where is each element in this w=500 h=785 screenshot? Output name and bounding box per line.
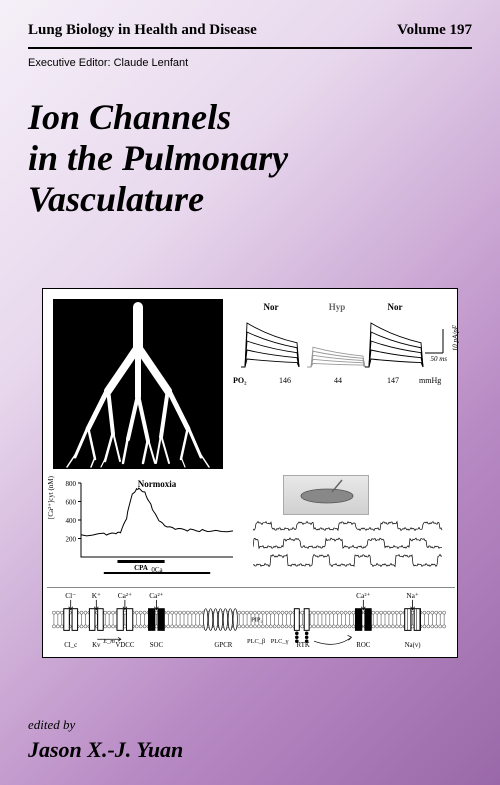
volume-number: Volume 197 <box>397 22 472 39</box>
po2-val-1: 44 <box>309 376 367 385</box>
svg-text:RTK: RTK <box>297 642 310 649</box>
composite-figure: NorHypNor PO₂ 146 44 147 mmHg 10 pA/pF 5… <box>42 288 458 658</box>
executive-editor-line: Executive Editor: Claude Lenfant <box>0 49 500 69</box>
editor-block: edited by Jason X.-J. Yuan <box>28 717 183 763</box>
svg-text:Normoxia: Normoxia <box>138 479 177 489</box>
vasculature-panel <box>53 299 223 469</box>
current-traces-panel: NorHypNor PO₂ 146 44 147 mmHg 10 pA/pF 5… <box>233 299 449 395</box>
po2-val-0: 146 <box>261 376 309 385</box>
svg-text:SOC: SOC <box>150 642 164 649</box>
series-name: Lung Biology in Health and Disease <box>28 22 257 39</box>
svg-text:Cl⁻: Cl⁻ <box>65 591 76 600</box>
po2-row: PO₂ 146 44 147 mmHg <box>233 376 449 385</box>
svg-text:Ca²⁺: Ca²⁺ <box>356 591 370 600</box>
svg-text:Na⁺: Na⁺ <box>406 591 419 600</box>
exec-editor-label: Executive Editor: <box>28 57 111 69</box>
patch-clamp-traces <box>253 519 443 575</box>
svg-text:PIP₂: PIP₂ <box>251 617 262 624</box>
membrane-schematic: Cl⁻ Cl_c K⁺ Kv Ca²⁺ VDCC Ca²⁺ SOC GPCR RTK Ca²⁺ ROC… <box>47 587 455 655</box>
edited-by-label: edited by <box>28 717 183 733</box>
svg-text:ROC: ROC <box>356 642 371 649</box>
calcium-plot: [Ca²⁺]cyt (nM) 200400600800NormoxiaCPA0C… <box>53 475 239 575</box>
cell-micrograph <box>283 475 369 515</box>
trace-label: Nor <box>239 302 303 312</box>
svg-text:800: 800 <box>66 480 77 488</box>
editor-name: Jason X.-J. Yuan <box>28 737 183 763</box>
trace-cell <box>239 317 303 373</box>
po2-val-2: 147 <box>367 376 419 385</box>
book-title: Ion Channels in the Pulmonary Vasculatur… <box>0 69 500 221</box>
svg-text:200: 200 <box>66 536 77 544</box>
po2-unit: mmHg <box>419 376 441 385</box>
svg-text:400: 400 <box>66 517 77 525</box>
svg-text:0Ca: 0Ca <box>151 566 163 574</box>
title-line-2: in the Pulmonary <box>28 138 472 179</box>
membrane-diagram-icon: Cl⁻ Cl_c K⁺ Kv Ca²⁺ VDCC Ca²⁺ SOC GPCR RTK Ca²⁺ ROC… <box>47 588 455 655</box>
svg-text:Kv: Kv <box>92 642 101 649</box>
scale-y-label: 10 pA/pF <box>451 325 459 351</box>
scale-x-label: 50 ms <box>430 355 447 363</box>
svg-text:K⁺: K⁺ <box>92 591 101 600</box>
svg-text:PLC_γ: PLC_γ <box>271 638 289 645</box>
svg-text:Na(v): Na(v) <box>405 642 421 649</box>
title-line-3: Vasculature <box>28 179 472 220</box>
svg-text:PLC_β: PLC_β <box>247 638 265 645</box>
cell-icon <box>284 476 370 516</box>
calcium-chart-icon: 200 400 600 800 Normoxia CPA0Ca <box>53 475 239 575</box>
patch-trace-icon <box>253 519 443 575</box>
series-header: Lung Biology in Health and Disease Volum… <box>0 0 500 39</box>
calcium-ylabel: [Ca²⁺]cyt (nM) <box>47 476 55 519</box>
exec-editor-name: Claude Lenfant <box>114 57 189 69</box>
title-line-1: Ion Channels <box>28 97 472 138</box>
svg-text:Cl_c: Cl_c <box>64 642 77 649</box>
trace-scalebar: 10 pA/pF 50 ms <box>421 327 449 369</box>
middle-figure-row: [Ca²⁺]cyt (nM) 200400600800NormoxiaCPA0C… <box>53 475 449 575</box>
svg-text:600: 600 <box>66 499 77 507</box>
svg-text:Ca²⁺: Ca²⁺ <box>149 591 163 600</box>
trace-cell <box>363 317 427 373</box>
svg-text:VDCC: VDCC <box>115 642 135 649</box>
trace-cell <box>305 317 369 373</box>
trace-label: Hyp <box>305 302 369 312</box>
svg-text:Ca²⁺: Ca²⁺ <box>118 591 132 600</box>
po2-label: PO₂ <box>233 376 261 385</box>
svg-text:CPA: CPA <box>134 564 148 572</box>
vasculature-tree-icon <box>53 299 223 469</box>
svg-text:GPCR: GPCR <box>214 642 232 649</box>
trace-label: Nor <box>363 302 427 312</box>
